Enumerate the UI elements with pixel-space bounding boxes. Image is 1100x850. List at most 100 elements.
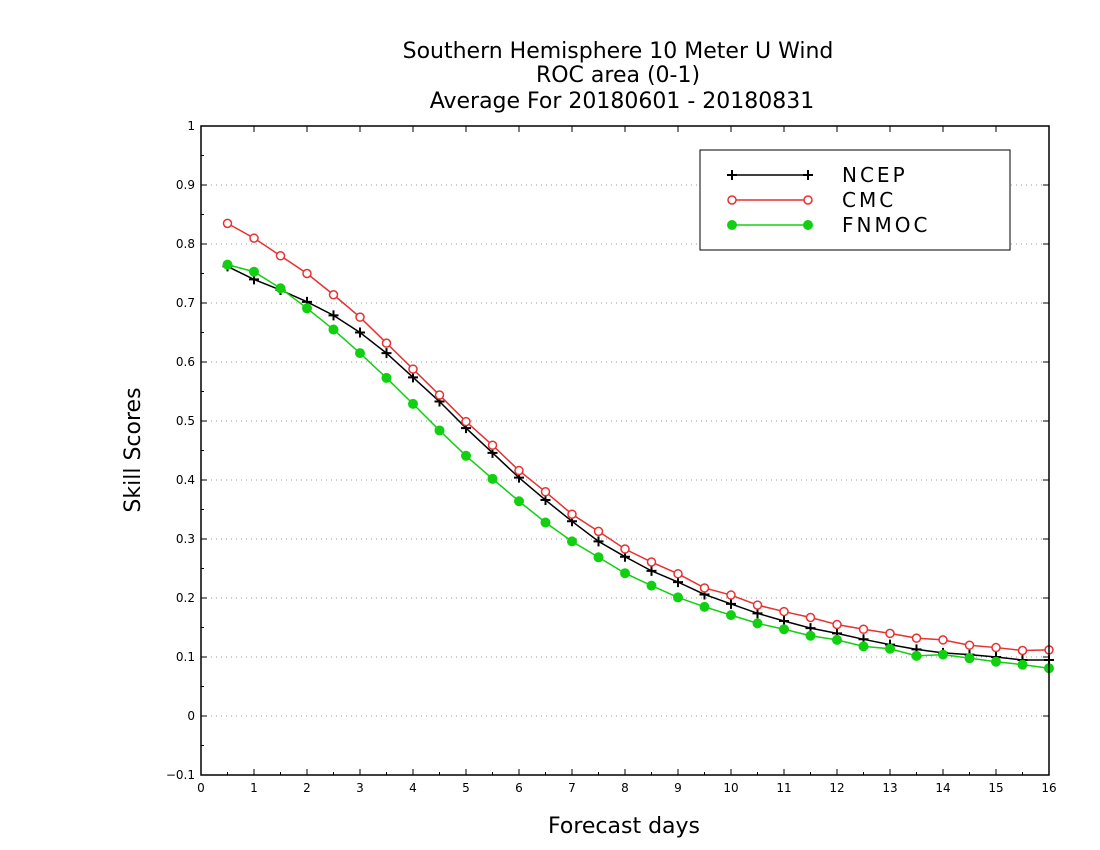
marker-filled-circle [752,618,763,629]
x-tick-label: 3 [356,781,364,795]
marker-plus [381,348,392,359]
marker-plus [752,608,763,619]
x-tick-label: 8 [621,781,629,795]
x-tick-label: 9 [674,781,682,795]
x-tick-label: 5 [462,781,470,795]
series-ncep [222,261,1054,665]
marker-filled-circle [461,450,471,461]
marker-filled-circle [593,552,604,563]
legend-entry-fnmoc: FNMOC [727,213,927,237]
x-tick-label: 1 [250,781,258,795]
marker-open-circle [355,312,365,322]
x-tick-label: 6 [515,781,523,795]
marker-open-circle [911,633,922,643]
chart-title-line-2: ROC area (0-1) [536,63,700,88]
legend-label: CMC [842,188,896,212]
marker-plus [540,495,551,506]
series-fnmoc [222,259,1054,674]
y-tick-label: 0.5 [176,414,195,428]
marker-filled-circle [858,641,869,652]
marker-plus [726,598,736,609]
marker-open-circle [275,251,286,261]
legend-entry-cmc: CMC [727,188,896,212]
marker-open-circle [540,487,551,497]
y-tick-label: 0.8 [176,237,195,251]
chart-title: Southern Hemisphere 10 Meter U Wind ROC … [403,39,834,114]
marker-open-circle [991,642,1001,653]
marker-plus [593,536,604,547]
gridlines [201,184,1049,717]
series-line-ncep [227,265,1049,661]
marker-filled-circle [803,220,813,230]
marker-filled-circle [275,283,286,294]
marker-open-circle [727,195,737,205]
marker-open-circle [673,569,683,579]
marker-open-circle [328,289,339,300]
marker-open-circle [487,440,498,450]
marker-filled-circle [964,653,975,664]
y-tick-label: 0.2 [176,591,195,605]
marker-filled-circle [991,656,1001,667]
marker-filled-circle [381,372,392,383]
marker-filled-circle [1017,659,1028,670]
marker-filled-circle [249,266,259,277]
marker-open-circle [620,544,630,554]
marker-open-circle [832,619,842,630]
marker-open-circle [222,218,233,229]
chart-title-line-3: Average For 20180601 - 20180831 [430,89,815,114]
series-line-cmc [227,222,1050,652]
x-tick-label: 16 [1041,781,1056,795]
x-tick-label: 2 [303,781,311,795]
y-tick-label: 0.7 [176,296,195,310]
y-tick-label: 0.3 [176,532,195,546]
series-layer [222,218,1054,674]
marker-filled-circle [938,649,948,660]
marker-filled-circle [328,324,339,335]
marker-filled-circle [726,610,736,621]
x-tick-label: 13 [882,781,897,795]
marker-plus [355,327,365,338]
x-tick-label: 4 [409,781,417,795]
series-line-fnmoc [227,263,1050,669]
marker-open-circle [434,390,445,400]
series-cmc [222,218,1054,656]
marker-filled-circle [620,568,630,579]
marker-open-circle [938,635,948,645]
marker-filled-circle [434,425,445,436]
marker-open-circle [964,640,975,650]
marker-filled-circle [727,220,737,230]
y-tick-label: −0.1 [166,768,195,782]
y-tick-label: 0.9 [176,178,195,192]
x-tick-label: 10 [723,781,738,795]
marker-open-circle [408,364,418,374]
marker-plus [727,170,737,180]
marker-open-circle [779,606,789,617]
marker-open-circle [885,628,895,639]
y-axis-label: Skill Scores [121,387,146,512]
marker-filled-circle [302,303,312,314]
marker-filled-circle [408,398,418,409]
y-tick-label: 0.6 [176,355,195,369]
marker-filled-circle [699,601,710,612]
x-tick-label: 7 [568,781,576,795]
x-tick-label: 0 [197,781,205,795]
marker-open-circle [567,509,577,519]
marker-filled-circle [222,259,233,270]
y-tick-label: 0.4 [176,473,195,487]
marker-plus [408,372,418,383]
marker-open-circle [699,583,710,593]
marker-filled-circle [885,643,895,654]
marker-filled-circle [779,624,789,635]
marker-plus [646,565,657,576]
plot-frame [200,125,1050,776]
marker-plus [803,170,813,180]
marker-open-circle [858,624,869,635]
marker-open-circle [514,465,524,476]
x-tick-label: 15 [988,781,1003,795]
marker-open-circle [461,416,471,427]
y-axis-ticks: −0.1 0 0.1 0.2 0.3 0.4 0.5 0.6 0.7 0.8 0.9 1 [166,119,1049,782]
marker-filled-circle [514,496,524,507]
y-tick-label: 0.1 [176,650,195,664]
marker-open-circle [752,600,763,610]
